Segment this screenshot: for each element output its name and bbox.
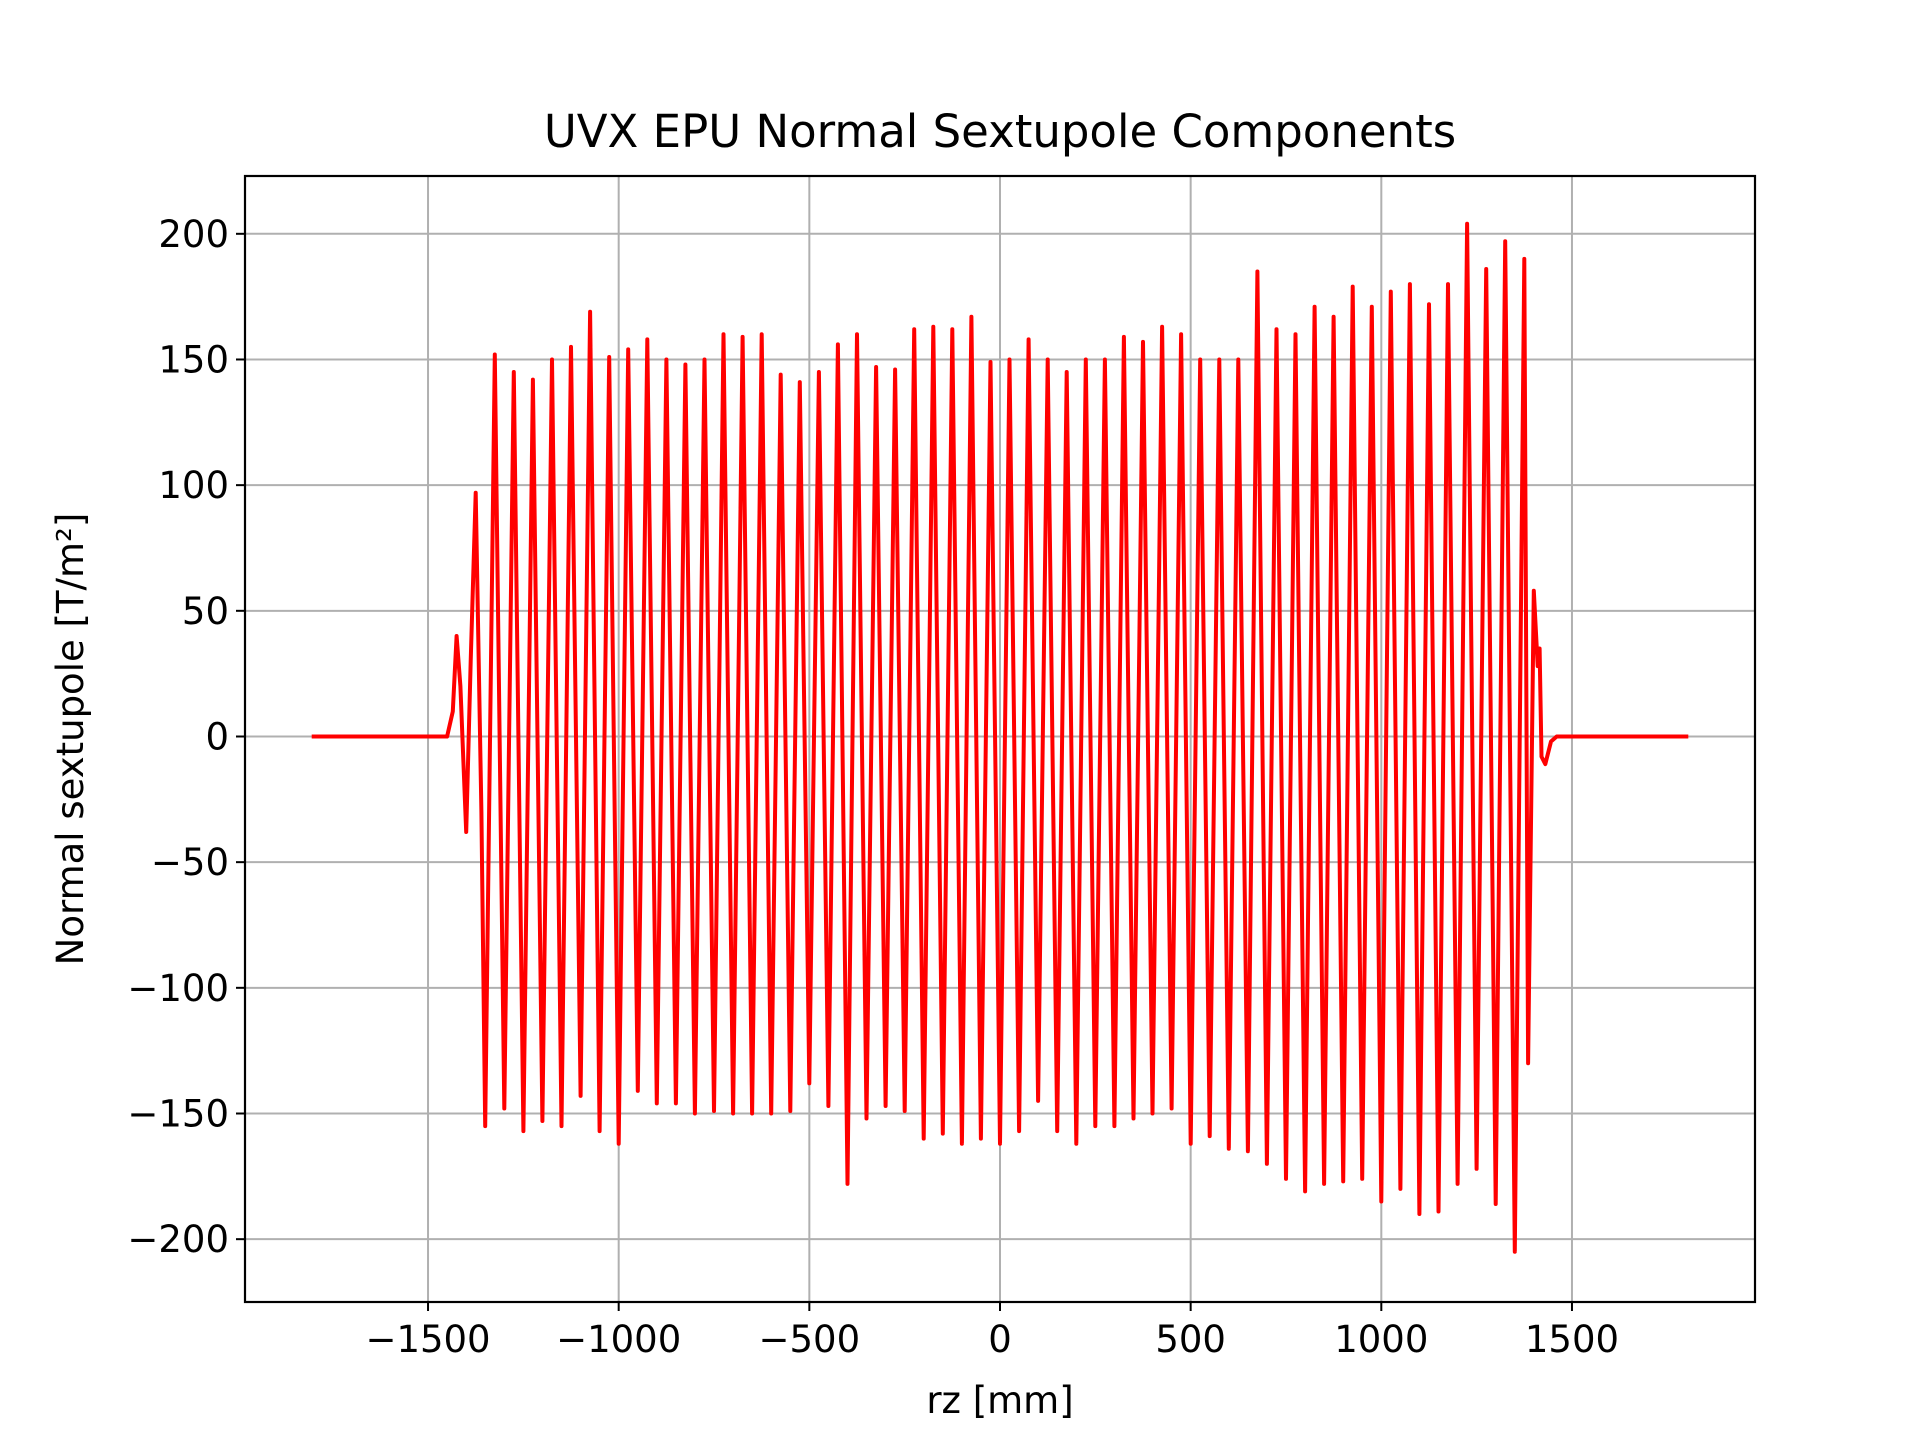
x-tick-label: −500 bbox=[759, 1318, 861, 1361]
x-tick-label: −1000 bbox=[556, 1318, 681, 1361]
y-tick-label: −100 bbox=[127, 967, 229, 1010]
x-tick-label: 500 bbox=[1155, 1318, 1226, 1361]
series-line bbox=[311, 221, 1689, 1254]
y-tick-label: 0 bbox=[205, 715, 229, 758]
x-axis-label: rz [mm] bbox=[926, 1379, 1073, 1422]
y-tick-label: 100 bbox=[158, 464, 229, 507]
y-tick-label: 200 bbox=[158, 213, 229, 256]
y-tick-label: −200 bbox=[127, 1218, 229, 1261]
tick-layer: −1500 −1000 −500 0 500 1000 1500−200−150−100−5… bbox=[127, 213, 1619, 1361]
series-layer bbox=[311, 221, 1689, 1254]
chart-title: UVX EPU Normal Sextupole Components bbox=[544, 105, 1456, 158]
y-tick-label: −150 bbox=[127, 1092, 229, 1135]
y-tick-label: 150 bbox=[158, 338, 229, 381]
x-tick-label: 1000 bbox=[1334, 1318, 1428, 1361]
y-tick-label: 50 bbox=[182, 590, 229, 633]
x-tick-label: 1500 bbox=[1525, 1318, 1619, 1361]
x-tick-label: 0 bbox=[988, 1318, 1012, 1361]
y-tick-label: −50 bbox=[151, 841, 229, 884]
x-tick-label: −1500 bbox=[365, 1318, 490, 1361]
y-axis-label: Normal sextupole [T/m²] bbox=[49, 513, 92, 966]
